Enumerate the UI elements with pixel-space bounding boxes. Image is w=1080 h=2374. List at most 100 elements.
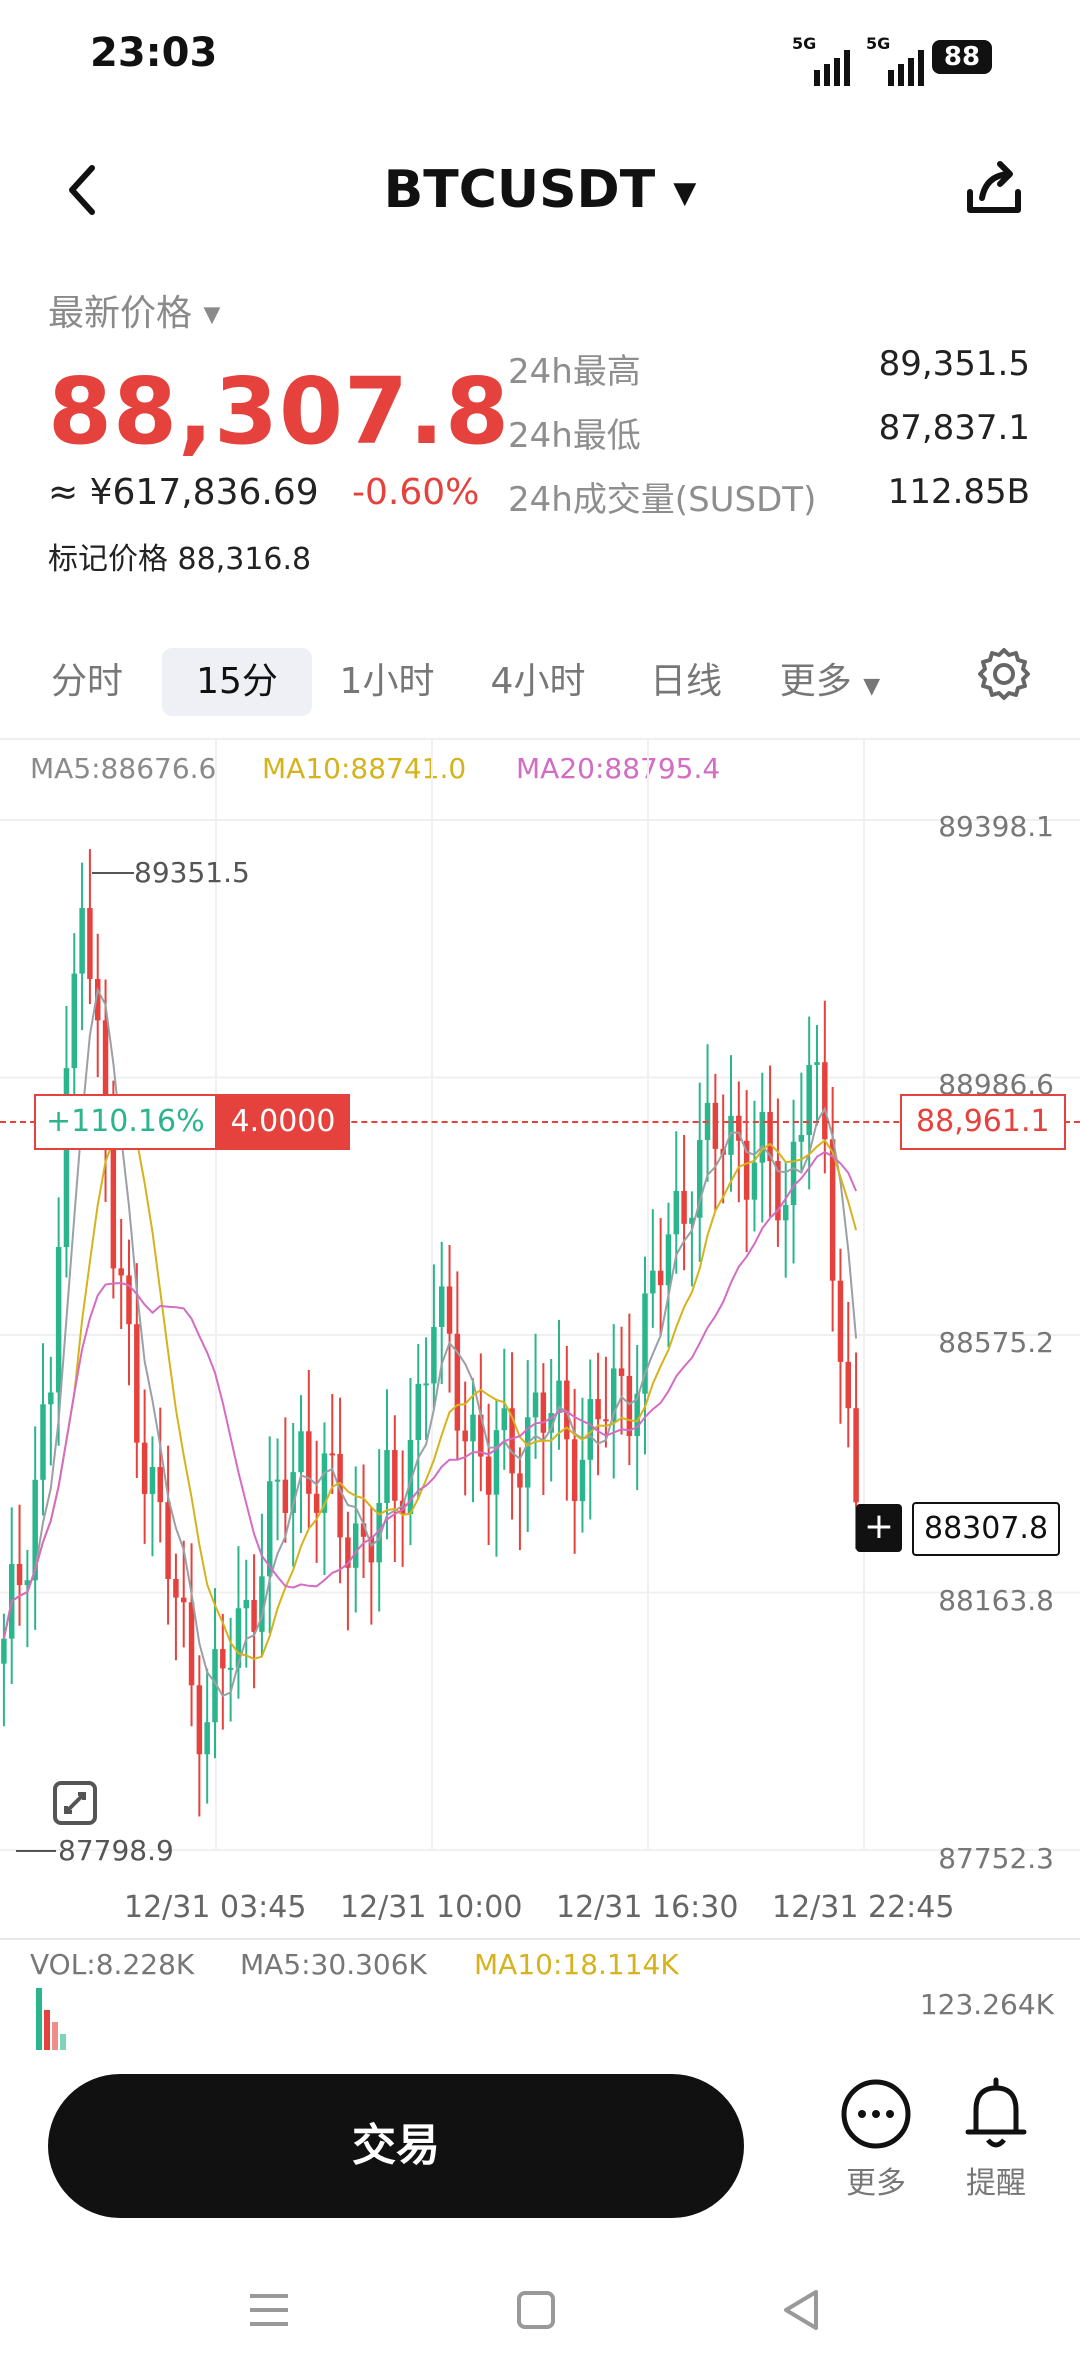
candle-body <box>102 1020 109 1143</box>
tab-more-label: 更多 <box>779 661 852 702</box>
caret-down-icon: ▼ <box>863 674 881 699</box>
vol-max-label: 123.264K <box>919 1988 1054 2021</box>
candle-body <box>696 1139 703 1218</box>
back-button[interactable] <box>62 160 106 224</box>
divider <box>0 1938 1080 1940</box>
alert-label: 提醒 <box>966 2166 1026 2201</box>
candle-body <box>87 908 93 979</box>
candle-body <box>352 1523 359 1568</box>
candle-body <box>266 1481 273 1577</box>
alert-button[interactable]: 提醒 <box>936 2076 1056 2202</box>
price-cny: ≈ ¥617,836.69 <box>48 472 319 513</box>
tab-daily[interactable]: 日线 <box>649 661 722 702</box>
triangle-back-icon <box>784 2290 818 2330</box>
mark-price-label: 标记价格 <box>48 542 168 577</box>
tab-4h[interactable]: 4小时 <box>490 661 586 702</box>
gear-icon <box>978 648 1030 700</box>
candlestick-chart[interactable] <box>0 740 1080 1880</box>
candle-body <box>313 1493 320 1513</box>
fullscreen-button[interactable] <box>52 1780 98 1830</box>
vol-ma10-label: MA10:18.114K <box>474 1948 679 1981</box>
candle-body <box>40 1404 46 1480</box>
caret-down-icon: ▼ <box>673 175 697 211</box>
candle-body <box>548 1413 554 1433</box>
position-size[interactable]: 4.0000 <box>216 1094 350 1150</box>
chevron-left-icon <box>69 165 95 215</box>
candle-body <box>822 1062 828 1140</box>
share-button[interactable] <box>962 158 1026 222</box>
position-line <box>0 1121 1080 1123</box>
ma5-label: MA5:88676.6 <box>30 752 217 785</box>
x-tick-label: 12/31 10:00 <box>340 1890 523 1925</box>
battery-indicator: 88 <box>932 40 992 74</box>
candle-body <box>24 1580 31 1586</box>
candle-body <box>298 1431 304 1473</box>
price-type-selector[interactable]: 最新价格 ▼ <box>48 284 220 336</box>
tab-timeline[interactable]: 分时 <box>50 661 123 702</box>
candle-body <box>524 1417 531 1488</box>
more-button[interactable]: 更多 <box>816 2076 936 2202</box>
expand-icon <box>53 1781 97 1825</box>
candle-body <box>212 1649 218 1723</box>
share-icon <box>967 161 1021 213</box>
position-pnl[interactable]: +110.16% <box>34 1094 217 1150</box>
candle-body <box>165 1502 171 1579</box>
candle-body <box>837 1280 844 1362</box>
candle-body <box>485 1456 492 1495</box>
candle-body <box>438 1286 445 1327</box>
candle-body <box>782 1205 789 1221</box>
system-back-button[interactable] <box>780 2288 820 2336</box>
candle-body <box>470 1414 476 1442</box>
bell-icon <box>965 2077 1027 2148</box>
more-icon <box>841 2079 911 2149</box>
candle-body <box>79 908 85 974</box>
symbol-selector[interactable]: BTCUSDT ▼ <box>0 160 1080 220</box>
stat-label-low: 24h最低 <box>508 416 641 456</box>
square-icon <box>517 2291 555 2329</box>
y-tick-label: 89398.1 <box>938 810 1054 843</box>
candle-body <box>251 1600 257 1632</box>
tab-more[interactable]: 更多 ▼ <box>760 648 900 716</box>
candle-body <box>423 1383 429 1386</box>
last-price: 88,307.8 <box>48 358 510 465</box>
candle-body <box>141 1442 148 1495</box>
low-marker-label: 87798.9 <box>58 1834 174 1867</box>
candle-body <box>384 1450 390 1503</box>
add-order-button[interactable]: + <box>856 1504 902 1552</box>
chart-settings-button[interactable] <box>976 646 1032 706</box>
candle-body <box>775 1161 781 1221</box>
mark-price: 标记价格 88,316.8 <box>48 534 311 578</box>
candle-body <box>94 978 101 1021</box>
candle-body <box>415 1383 422 1441</box>
candle-body <box>376 1502 382 1563</box>
current-price-tag: 88307.8 <box>912 1502 1061 1556</box>
vol-ma5-label: MA5:30.306K <box>240 1948 427 1981</box>
low-marker-line <box>16 1850 56 1852</box>
candle-body <box>814 1062 820 1065</box>
candle-body <box>587 1399 594 1460</box>
plus-icon: + <box>863 1506 895 1547</box>
trade-button[interactable]: 交易 <box>48 2074 744 2218</box>
system-menu-button[interactable] <box>246 2290 292 2334</box>
tab-1h[interactable]: 1小时 <box>339 661 435 702</box>
candle-body <box>360 1523 367 1537</box>
candle-body <box>829 1139 836 1281</box>
candle-body <box>306 1431 312 1494</box>
menu-icon <box>250 2294 288 2326</box>
candle-body <box>173 1578 179 1598</box>
system-home-button[interactable] <box>516 2290 556 2334</box>
candle-body <box>540 1392 547 1433</box>
candle-body <box>610 1368 617 1422</box>
candle-body <box>282 1479 289 1513</box>
x-tick-label: 12/31 03:45 <box>124 1890 307 1925</box>
candle-body <box>454 1333 461 1431</box>
candle-body <box>767 1112 773 1162</box>
x-tick-label: 12/31 16:30 <box>556 1890 739 1925</box>
candle-body <box>650 1270 656 1294</box>
candle-body <box>501 1408 508 1431</box>
candle-body <box>853 1408 859 1503</box>
candle-body <box>493 1430 500 1495</box>
candle-body <box>337 1453 343 1538</box>
tab-15m[interactable]: 15分 <box>162 648 312 716</box>
candle-body <box>657 1270 664 1286</box>
